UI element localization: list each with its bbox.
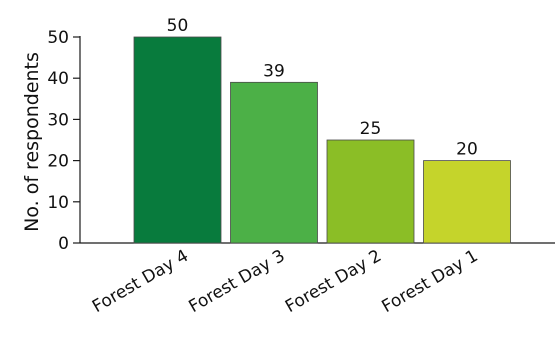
- x-tick-label: Forest Day 4: [89, 246, 192, 317]
- data-label: 20: [456, 140, 478, 160]
- y-tick-label: 0: [58, 234, 69, 254]
- bars: [133, 36, 511, 244]
- y-axis-title: No. of respondents: [21, 52, 43, 232]
- bar-forest-day-2: [326, 139, 415, 244]
- y-tick-label: 20: [47, 152, 69, 172]
- x-tick-label: Forest Day 2: [282, 246, 385, 317]
- data-label: 25: [360, 119, 382, 139]
- y-tick-label: 50: [47, 28, 69, 48]
- data-labels: 50 39 25 20: [167, 16, 478, 160]
- data-label: 50: [167, 16, 189, 36]
- data-label: 39: [263, 61, 285, 81]
- x-tick-label: Forest Day 3: [186, 246, 289, 317]
- bar-forest-day-3: [230, 81, 318, 244]
- bar-forest-day-1: [423, 160, 511, 244]
- y-tick-label: 10: [47, 193, 69, 213]
- y-axis-ticks: 0 10 20 30 40 50: [47, 28, 80, 254]
- y-tick-label: 30: [47, 110, 69, 130]
- bar-forest-day-4: [133, 36, 222, 244]
- y-tick-label: 40: [47, 69, 69, 89]
- x-tick-label: Forest Day 1: [379, 246, 482, 317]
